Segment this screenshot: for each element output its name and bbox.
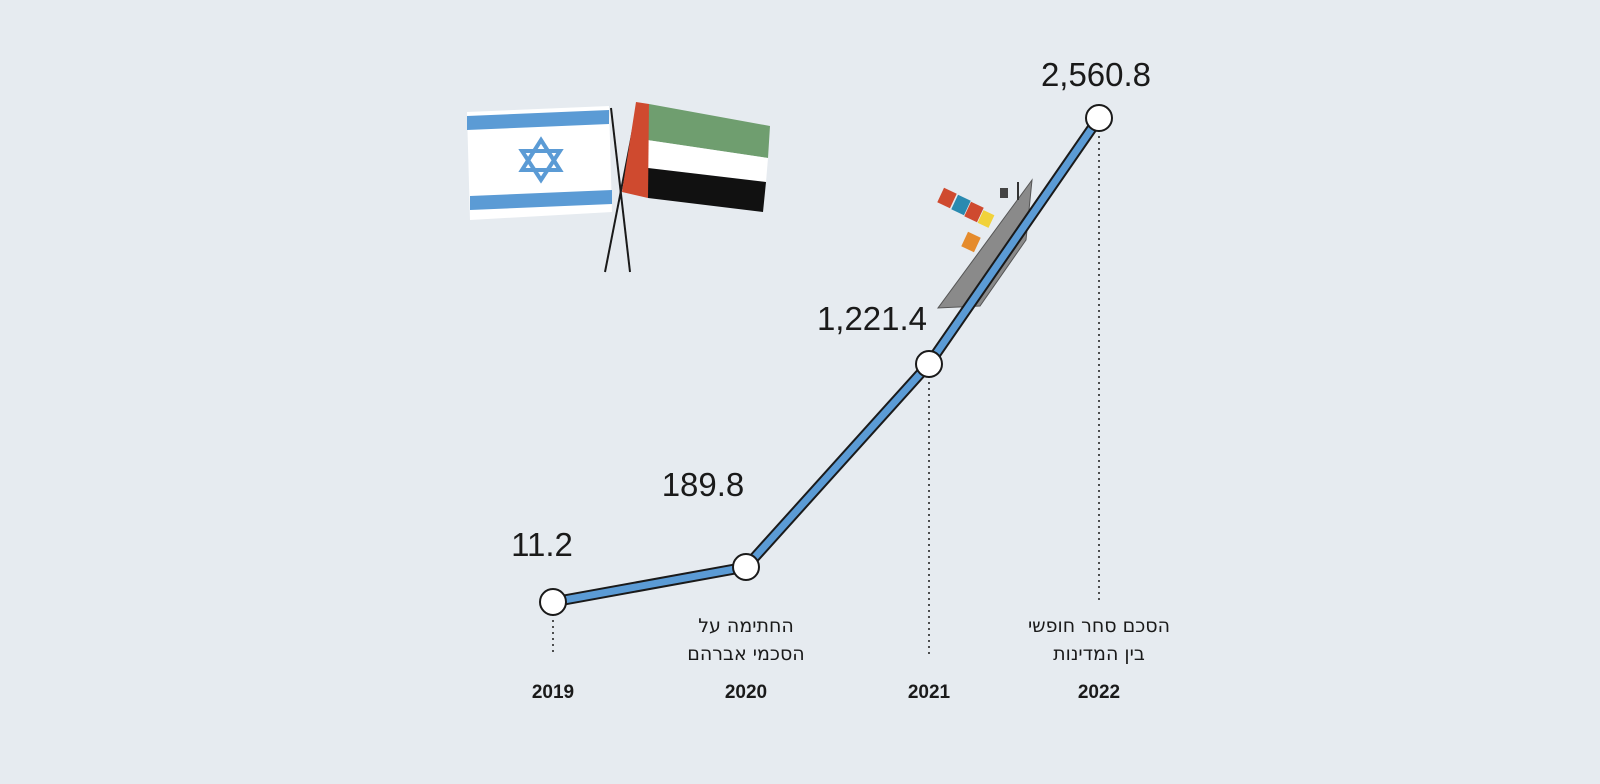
value-label-2019: 11.2 — [511, 526, 573, 563]
annotation-2020-line-1: החתימה על — [698, 615, 794, 637]
israel-flag — [467, 106, 612, 220]
annotations: החתימה על הסכמי אברהם הסכם סחר חופשי בין המ… — [687, 615, 1170, 665]
value-label-2022: 2,560.8 — [1041, 56, 1151, 93]
x-axis-labels: 2019 2020 2021 2022 — [532, 682, 1120, 703]
value-label-2020: 189.8 — [662, 466, 745, 503]
annotation-2022-line-2: בין המדינות — [1053, 643, 1145, 665]
x-tick-label-2021: 2021 — [908, 682, 951, 703]
star-of-david-icon — [518, 136, 564, 184]
value-labels: 11.2 189.8 1,221.4 2,560.8 — [511, 56, 1151, 563]
annotation-2022-line-1: הסכם סחר חופשי — [1028, 615, 1170, 637]
data-markers — [539, 104, 1113, 616]
value-label-2021: 1,221.4 — [817, 300, 927, 337]
x-tick-label-2020: 2020 — [725, 682, 767, 703]
annotation-2020-line-2: הסכמי אברהם — [687, 643, 804, 665]
series-line — [552, 114, 1104, 608]
series-line-stroke — [552, 116, 1102, 606]
data-point-2019 — [539, 588, 567, 616]
x-tick-label-2019: 2019 — [532, 682, 574, 703]
data-point-2020 — [732, 553, 760, 581]
uae-flag — [622, 102, 770, 212]
data-point-2022 — [1085, 104, 1113, 132]
data-point-2021 — [915, 350, 943, 378]
x-tick-label-2022: 2022 — [1078, 682, 1120, 703]
